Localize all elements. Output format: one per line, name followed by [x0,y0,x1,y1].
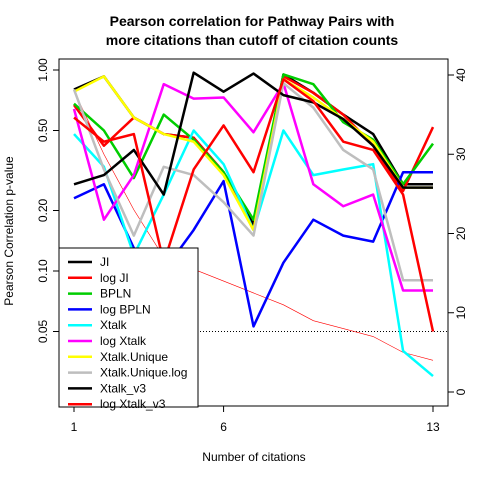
left-tick-label-2: 0.20 [36,198,50,222]
left-tick-label-1: 0.10 [36,259,50,283]
series-line-7 [72,81,433,282]
series-line-9 [73,77,435,332]
legend-label-6: Xtalk.Unique [100,350,168,364]
legend-label-2: BPLN [100,287,131,301]
right-y-axis: 0 10 20 30 40 [448,68,468,395]
plot-border [58,58,449,407]
right-tick-label-4: 40 [454,68,468,82]
legend-label-1: log JI [100,271,129,285]
series-line-5 [72,81,433,292]
legend-label-9: log Xtalk_v3 [100,397,166,411]
y-axis-label: Pearson Correlation p-value [2,156,16,306]
legend-label-7: Xtalk.Unique.log [100,366,187,380]
legend-label-4: Xtalk [100,318,128,332]
right-tick-label-1: 10 [454,306,468,320]
x-axis: 1 6 13 [71,406,440,434]
left-tick-label-0: 0.05 [36,319,50,343]
x-tick-label-0: 1 [71,420,78,434]
count-line-group [73,90,434,361]
legend-box [58,247,199,408]
series-line-8 [73,71,433,196]
x-tick-label-2: 13 [426,420,440,434]
right-tick-label-0: 0 [454,388,468,395]
left-tick-label-3: 0.50 [36,119,50,143]
right-tick-label-2: 20 [454,227,468,241]
right-tick-label-3: 30 [454,147,468,161]
chart-title-line-1: Pearson correlation for Pathway Pairs wi… [110,13,395,29]
left-y-axis: 0.05 0.10 0.20 0.50 1.00 [36,58,59,343]
legend-label-5: log Xtalk [100,334,147,348]
citation-count-line [73,90,434,361]
chart-title-line-2: more citations than cutoff of citation c… [106,32,399,48]
x-tick-label-1: 6 [220,420,227,434]
legend-label-0: JI [100,255,109,269]
series-lines [72,71,435,378]
x-axis-label: Number of citations [202,450,305,464]
legend-label-8: Xtalk_v3 [100,381,146,395]
plot-frame [58,58,449,407]
legend-label-3: log BPLN [100,302,151,316]
series-line-2 [73,73,435,221]
left-tick-label-4: 1.00 [36,58,50,82]
